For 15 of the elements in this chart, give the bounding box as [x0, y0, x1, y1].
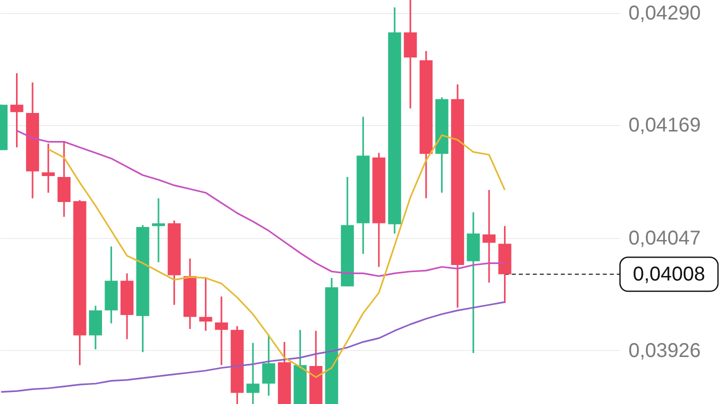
candlestick — [482, 189, 496, 284]
candlestick — [214, 296, 228, 366]
candlestick — [10, 72, 24, 148]
y-tick-label: 0,04169 — [628, 114, 701, 137]
ref-line-label: 0,04008 — [632, 263, 706, 286]
y-tick-label: 0,04290 — [628, 2, 701, 24]
candlestick — [246, 342, 260, 404]
candlestick — [199, 276, 212, 332]
line-series — [47, 134, 506, 378]
y-tick-label: 0,03926 — [628, 340, 701, 362]
y-tick-label: 0,04047 — [628, 228, 701, 250]
candlestick — [42, 142, 55, 194]
candlestick — [152, 197, 165, 264]
candlestick — [262, 334, 276, 396]
line-series — [0, 301, 506, 393]
